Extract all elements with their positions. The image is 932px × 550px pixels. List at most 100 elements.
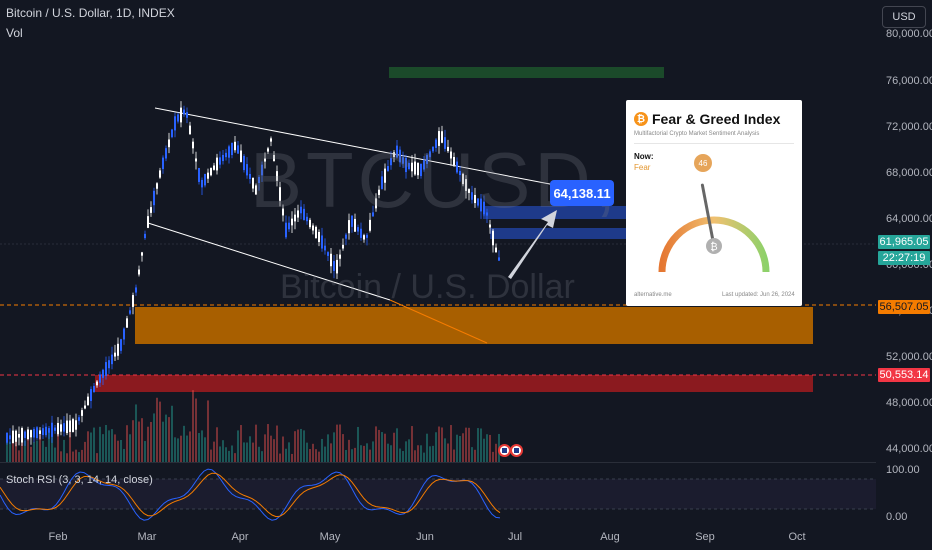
candle-body: [57, 422, 59, 435]
volume-bar: [414, 450, 416, 462]
candle-body: [351, 215, 353, 227]
volume-bar: [81, 449, 83, 462]
candle-body: [237, 145, 239, 154]
candle-body: [246, 164, 248, 176]
gauge-arc: [658, 216, 770, 273]
candle-body: [282, 208, 284, 216]
volume-bar: [435, 432, 437, 462]
volume-bar: [234, 453, 236, 462]
projection-arrow: [508, 210, 557, 279]
candle-body: [81, 410, 83, 416]
volume-bar: [48, 428, 50, 462]
volume-bar: [306, 442, 308, 462]
candle-body: [54, 427, 56, 431]
target-price-callout[interactable]: 64,138.11: [550, 180, 614, 206]
volume-bar: [441, 427, 443, 462]
candle-body: [483, 201, 485, 215]
volume-bar: [384, 433, 386, 462]
volume-bar: [102, 434, 104, 462]
target-zone-lower: [490, 228, 626, 239]
candlestick-plot: [0, 67, 876, 462]
candle-body: [252, 177, 254, 189]
price-axis[interactable]: 80,000.00 76,000.00 72,000.00 68,000.00 …: [876, 0, 932, 527]
volume-bar: [426, 433, 428, 462]
stoch-rsi-pane[interactable]: [0, 463, 876, 527]
top-green-bar: [389, 67, 664, 78]
candle-body: [363, 235, 365, 240]
volume-bar: [141, 418, 143, 462]
candle-body: [474, 194, 476, 204]
candle-body: [255, 185, 257, 195]
candle-body: [27, 429, 29, 440]
volume-bar: [336, 424, 338, 462]
source-label: alternative.me: [634, 292, 672, 298]
volume-bar: [228, 450, 230, 462]
candle-body: [180, 107, 182, 123]
candle-body: [294, 214, 296, 222]
candle-body: [462, 173, 464, 185]
volume-label[interactable]: Vol: [6, 26, 23, 40]
candle-body: [432, 146, 434, 152]
volume-bar: [285, 448, 287, 462]
volume-bar: [156, 397, 158, 462]
volume-bar: [210, 449, 212, 462]
volume-bar: [294, 431, 296, 462]
stoch-rsi-label[interactable]: Stoch RSI (3, 3, 14, 14, close): [6, 474, 153, 486]
volume-bar: [252, 442, 254, 462]
volume-bar: [114, 434, 116, 462]
price-chart[interactable]: BTCUSD, 1D Bitcoin / U.S. Dollar Bitcoin…: [0, 0, 876, 462]
candle-body: [450, 151, 452, 159]
volume-bar: [255, 424, 257, 462]
volume-bar: [216, 427, 218, 462]
candle-body: [489, 224, 491, 228]
candle-body: [216, 157, 218, 171]
volume-bar: [327, 434, 329, 462]
volume-bar: [171, 405, 173, 462]
volume-bar: [462, 433, 464, 462]
candle-body: [72, 419, 74, 433]
candle-body: [156, 183, 158, 189]
candle-body: [120, 339, 122, 351]
volume-bars: [6, 390, 500, 462]
symbol-title[interactable]: Bitcoin / U.S. Dollar, 1D, INDEX: [6, 6, 175, 20]
candle-body: [36, 427, 38, 439]
gauge-needle: [700, 183, 716, 248]
candle-body: [201, 179, 203, 188]
candle-body: [273, 154, 275, 162]
candle-body: [360, 228, 362, 238]
candle-body: [240, 150, 242, 162]
volume-bar: [303, 430, 305, 462]
volume-bar: [390, 445, 392, 462]
volume-bar: [96, 453, 98, 462]
volume-bar: [360, 445, 362, 462]
rsi-tick: 100.00: [886, 464, 920, 476]
currency-button[interactable]: USD: [882, 6, 926, 28]
candle-body: [171, 129, 173, 138]
candle-body: [243, 155, 245, 171]
fear-greed-widget[interactable]: ₿ Fear & Greed Index Multifactorial Cryp…: [626, 100, 802, 306]
volume-bar: [12, 439, 14, 462]
volume-bar: [393, 432, 395, 462]
candle-body: [30, 430, 32, 438]
candle-body: [126, 318, 128, 328]
us-flag-event-icon[interactable]: [510, 444, 523, 457]
candle-body: [330, 253, 332, 267]
support-zone: [135, 307, 813, 344]
candle-body: [132, 295, 134, 307]
price-tick: 72,000.00: [886, 121, 932, 133]
volume-bar: [60, 451, 62, 462]
fear-greed-value: 46: [694, 154, 712, 172]
candle-body: [51, 422, 53, 437]
volume-bar: [162, 421, 164, 462]
candle-body: [84, 405, 86, 409]
volume-bar: [231, 445, 233, 462]
candle-body: [420, 163, 422, 177]
candle-body: [285, 222, 287, 238]
volume-bar: [408, 439, 410, 462]
time-axis[interactable]: [0, 527, 876, 550]
candle-body: [225, 152, 227, 158]
volume-bar: [219, 446, 221, 462]
volume-bar: [366, 443, 368, 462]
volume-bar: [147, 426, 149, 462]
pane-divider[interactable]: [0, 462, 876, 463]
